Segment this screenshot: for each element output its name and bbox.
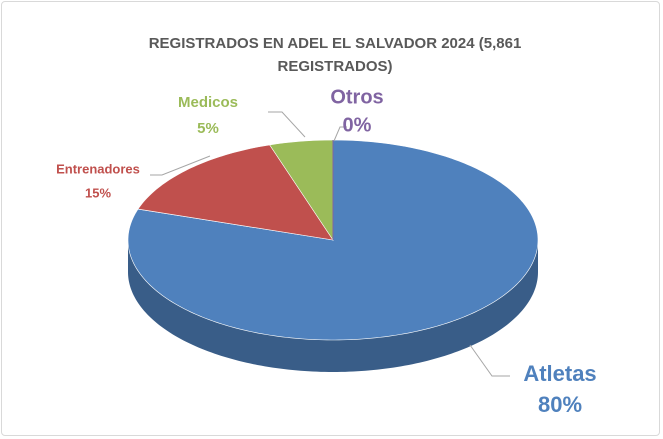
value-label: 5% [197,120,219,137]
leader-line [268,111,306,138]
leader-line [469,344,510,377]
category-label: Atletas [523,361,596,386]
category-label: Otros [330,86,383,108]
chart-title: REGISTRADOS EN ADEL EL SALVADOR 2024 (5,… [148,35,522,75]
value-label: 80% [538,392,582,417]
leader-line [333,126,347,142]
slice [137,144,334,241]
value-label: 15% [85,185,111,200]
leader-line [150,155,211,176]
slice-side [128,240,538,372]
value-label: 0% [343,114,372,136]
slice [269,139,334,241]
category-label: Entrenadores [56,161,140,176]
category-label: Medicos [178,94,238,111]
